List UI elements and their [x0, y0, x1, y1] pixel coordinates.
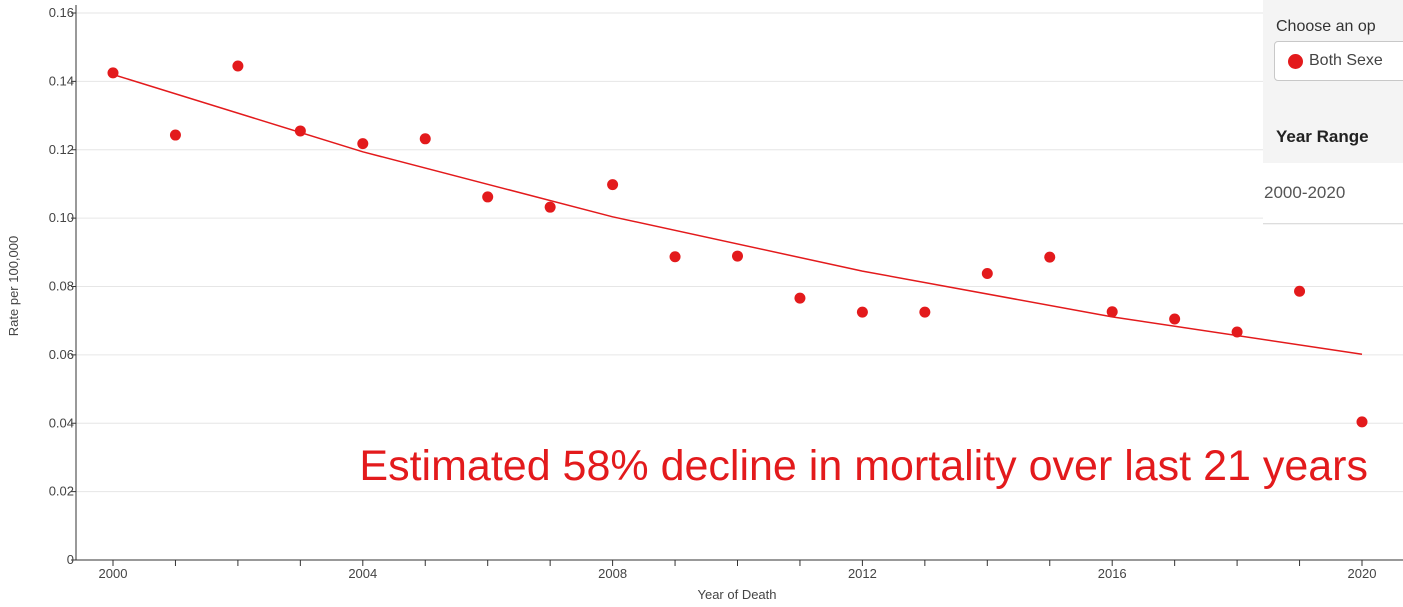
year-range-header: Year Range: [1276, 127, 1369, 147]
x-tick-label: 2008: [598, 566, 627, 581]
y-axis-title: Rate per 100,000: [6, 236, 21, 336]
data-point: [232, 60, 243, 71]
y-tick-label: 0.14: [49, 73, 74, 88]
y-tick-label: 0.02: [49, 484, 74, 499]
data-point: [670, 251, 681, 262]
data-point: [607, 179, 618, 190]
y-tick-label: 0.12: [49, 142, 74, 157]
data-point: [108, 67, 119, 78]
y-tick-label: 0.10: [49, 210, 74, 225]
data-point: [1357, 416, 1368, 427]
x-tick-label: 2000: [99, 566, 128, 581]
data-point: [1294, 286, 1305, 297]
x-tick-label: 2012: [848, 566, 877, 581]
data-point: [1107, 306, 1118, 317]
data-point: [732, 251, 743, 262]
data-point: [1169, 313, 1180, 324]
y-tick-label: 0.08: [49, 279, 74, 294]
data-point: [919, 307, 930, 318]
data-point: [295, 125, 306, 136]
filter-panel: Choose an op Both Sexe Year Range 2000-2…: [1263, 0, 1403, 225]
trend-line: [113, 75, 1362, 355]
data-point: [857, 307, 868, 318]
x-axis-title: Year of Death: [697, 587, 776, 602]
year-range-row: 2000-2020: [1263, 163, 1403, 224]
y-tick-label: 0.04: [49, 415, 74, 430]
data-point: [482, 191, 493, 202]
x-tick-label: 2016: [1098, 566, 1127, 581]
tick-labels: 0 0.02 0.04 0.06 0.08 0.10 0.12 0.14 0.16 2000 200…: [49, 5, 1377, 581]
y-tick-label: 0.16: [49, 5, 74, 20]
y-tick-label: 0.06: [49, 347, 74, 362]
option-prompt: Choose an op: [1276, 18, 1376, 36]
year-range-value: 2000-2020: [1264, 183, 1345, 203]
y-tick-label: 0: [67, 552, 74, 567]
sex-select[interactable]: Both Sexe: [1274, 41, 1403, 81]
x-tick-label: 2020: [1348, 566, 1377, 581]
series-color-dot: [1288, 54, 1303, 69]
data-point: [357, 138, 368, 149]
x-tick-label: 2004: [348, 566, 377, 581]
sex-select-value: Both Sexe: [1309, 52, 1383, 70]
trend-line-group: [113, 75, 1362, 355]
data-point: [545, 202, 556, 213]
data-point: [982, 268, 993, 279]
chart-annotation: Estimated 58% decline in mortality over …: [359, 442, 1368, 490]
data-point: [1232, 326, 1243, 337]
data-point: [420, 133, 431, 144]
data-point: [170, 130, 181, 141]
data-point: [1044, 252, 1055, 263]
data-point: [794, 293, 805, 304]
